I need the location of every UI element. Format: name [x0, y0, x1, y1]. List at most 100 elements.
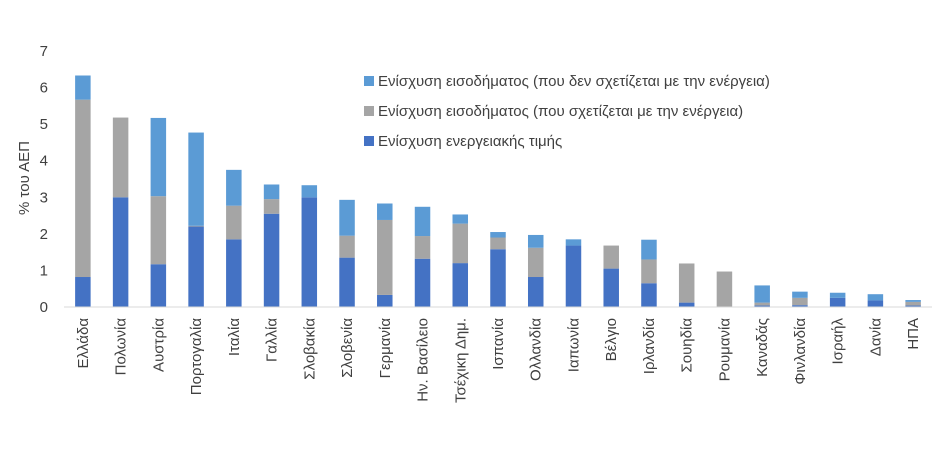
y-tick-label: 1: [40, 262, 48, 279]
bar-layer: [75, 75, 921, 307]
bar-segment-series-0-18: [754, 305, 770, 307]
bar-segment-series-2-8: [377, 203, 393, 220]
x-tick-label: Φινλανδία: [792, 318, 809, 385]
y-axis-ticks: 0 1 2 3 4 5 6 7: [40, 43, 48, 316]
bar-segment-series-0-10: [452, 263, 469, 307]
bar-segment-series-1-18: [754, 302, 770, 306]
bar-segment-series-0-1: [112, 197, 129, 307]
x-tick-label: Πορτογαλία: [188, 318, 205, 396]
bar-segment-series-1-4: [226, 205, 242, 240]
bar-segment-series-1-7: [339, 235, 355, 258]
bar-segment-series-2-10: [452, 214, 469, 224]
x-tick-label: Ιρλανδία: [641, 318, 658, 375]
x-tick-label: Καναδάς: [754, 318, 771, 377]
legend-label: Ενίσχυση ενεργειακής τιμής: [378, 133, 562, 150]
x-tick-label: ΗΠΑ: [905, 318, 922, 350]
bar-segment-series-1-2: [150, 196, 167, 265]
bar-segment-series-1-16: [678, 263, 695, 303]
bar-segment-series-0-13: [565, 245, 582, 307]
bar-segment-series-1-15: [641, 259, 657, 284]
y-axis-title: % του ΑΕΠ: [16, 141, 33, 215]
bar-segment-series-1-11: [490, 237, 506, 250]
bar-segment-series-2-21: [867, 294, 884, 301]
bar-segment-series-1-8: [377, 219, 393, 295]
bar-segment-series-0-11: [490, 249, 506, 307]
x-tick-label: Σλοβενία: [339, 318, 356, 378]
x-axis-ticks: Ελλάδα Πολωνία Αυστρία Πορτογαλία Ιταλία Γαλλ…: [75, 318, 922, 404]
y-tick-label: 4: [40, 153, 48, 170]
x-tick-label: Σλοβακία: [301, 318, 318, 380]
bar-segment-series-0-9: [414, 258, 431, 307]
bar-segment-series-2-0: [75, 75, 91, 100]
bar-segment-series-1-14: [603, 245, 619, 269]
legend-swatch: [364, 76, 374, 86]
bar-segment-series-0-4: [226, 239, 242, 307]
bar-segment-series-0-6: [301, 197, 318, 307]
bar-segment-series-0-19: [792, 305, 808, 307]
bar-segment-series-2-6: [301, 185, 318, 198]
bar-segment-series-0-16: [678, 302, 695, 307]
bar-segment-series-0-0: [75, 277, 91, 307]
bar-segment-series-0-22: [905, 305, 921, 307]
bar-segment-series-1-9: [414, 236, 431, 259]
bar-segment-series-1-3: [188, 225, 204, 227]
y-tick-label: 3: [40, 189, 48, 206]
bar-segment-series-2-15: [641, 239, 657, 260]
x-tick-label: Ιταλία: [226, 318, 243, 356]
bar-segment-series-1-0: [75, 99, 91, 278]
bar-segment-series-2-12: [527, 234, 544, 248]
bar-segment-series-2-13: [565, 239, 582, 246]
bar-segment-series-2-7: [339, 199, 355, 236]
x-tick-label: Ιαπωνία: [565, 318, 582, 373]
bar-segment-series-1-12: [527, 247, 544, 278]
bar-segment-series-2-11: [490, 232, 506, 238]
x-tick-label: Γαλλία: [264, 318, 281, 362]
bar-segment-series-2-22: [905, 300, 921, 302]
bar-segment-series-0-3: [188, 226, 204, 307]
legend: Ενίσχυση εισοδήματος (που δεν σχετίζεται…: [364, 73, 770, 150]
legend-label: Ενίσχυση εισοδήματος (που δεν σχετίζεται…: [378, 73, 770, 90]
bar-segment-series-2-4: [226, 169, 242, 206]
bar-segment-series-0-12: [527, 277, 544, 307]
bar-segment-series-1-10: [452, 223, 469, 264]
y-tick-label: 2: [40, 226, 48, 243]
bar-segment-series-2-9: [414, 206, 431, 237]
bar-segment-series-0-14: [603, 268, 619, 307]
bar-segment-series-0-2: [150, 264, 167, 307]
x-tick-label: Τσέχικη Δημ.: [452, 318, 469, 403]
y-tick-label: 7: [40, 43, 48, 60]
x-tick-label: Ολλανδία: [528, 318, 545, 381]
x-tick-label: Βέλγιο: [603, 318, 620, 361]
bar-segment-series-1-19: [792, 297, 808, 306]
bar-segment-series-0-8: [377, 294, 393, 307]
bar-segment-series-0-7: [339, 257, 355, 307]
x-tick-label: Ρουμανία: [716, 318, 733, 382]
bar-segment-series-2-2: [150, 117, 167, 197]
bar-segment-series-2-3: [188, 132, 204, 226]
bar-segment-series-1-22: [905, 301, 921, 306]
x-tick-label: Ισπανία: [490, 318, 507, 370]
bar-segment-series-2-5: [263, 184, 280, 200]
legend-label: Ενίσχυση εισοδήματος (που σχετίζεται με …: [378, 103, 743, 120]
x-tick-label: Ελλάδα: [75, 318, 92, 369]
y-tick-label: 5: [40, 116, 48, 133]
legend-swatch: [364, 136, 374, 146]
x-tick-label: Ην. Βασίλειο: [415, 318, 432, 402]
bar-segment-series-0-5: [263, 213, 280, 307]
x-tick-label: Πολωνία: [113, 318, 130, 376]
legend-swatch: [364, 106, 374, 116]
bar-segment-series-0-21: [867, 300, 884, 307]
x-tick-label: Ισραήλ: [830, 318, 847, 365]
x-tick-label: Σουηδία: [679, 318, 696, 373]
bar-segment-series-2-18: [754, 285, 770, 303]
bar-segment-series-1-17: [716, 271, 733, 307]
bar-segment-series-0-15: [641, 283, 657, 307]
bar-segment-series-1-1: [112, 117, 129, 198]
bar-segment-series-2-19: [792, 291, 808, 298]
x-tick-label: Αυστρία: [150, 318, 167, 372]
y-tick-label: 6: [40, 80, 48, 97]
x-tick-label: Δανία: [867, 318, 884, 357]
x-tick-label: Γερμανία: [377, 318, 394, 379]
